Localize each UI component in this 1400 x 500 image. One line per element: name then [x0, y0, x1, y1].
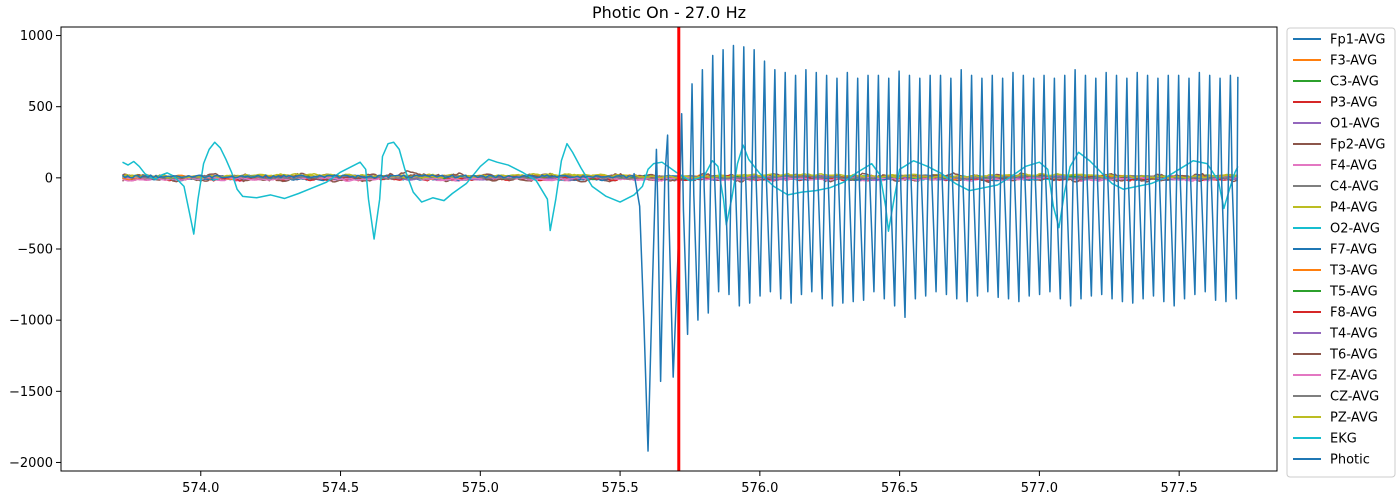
legend-label: T6-AVG: [1329, 348, 1378, 363]
legend-label: F4-AVG: [1330, 159, 1377, 174]
legend-label: F3-AVG: [1330, 54, 1377, 69]
legend-label: F8-AVG: [1330, 306, 1377, 321]
legend-entry: FZ-AVG: [1293, 369, 1378, 384]
legend-label: C3-AVG: [1330, 75, 1379, 90]
legend-box: [1286, 27, 1396, 478]
legend-entry: T3-AVG: [1293, 264, 1378, 279]
legend-entry: Fp2-AVG: [1293, 138, 1385, 153]
legend-label: O2-AVG: [1330, 222, 1380, 237]
legend-label: Photic: [1330, 453, 1370, 468]
legend-entry: EKG: [1293, 432, 1357, 447]
x-tick-label: 575.0: [462, 481, 499, 496]
legend-entry: F3-AVG: [1293, 54, 1377, 69]
legend-entry: F8-AVG: [1293, 306, 1377, 321]
y-axis: 1000 500 0 −500 −1000 −1500 −2000: [9, 29, 61, 471]
legend-entry: Photic: [1293, 453, 1370, 468]
legend-label: T5-AVG: [1329, 285, 1378, 300]
legend-entry: P4-AVG: [1293, 201, 1378, 216]
y-tick-label: −1000: [9, 314, 53, 329]
y-tick-label: −2000: [9, 456, 53, 471]
y-tick-label: 1000: [20, 29, 53, 44]
legend-entry: F4-AVG: [1293, 159, 1377, 174]
legend-label: C4-AVG: [1330, 180, 1379, 195]
legend-label: O1-AVG: [1330, 117, 1380, 132]
legend-label: P4-AVG: [1330, 201, 1378, 216]
legend-entry: PZ-AVG: [1293, 411, 1378, 426]
x-tick-label: 574.0: [182, 481, 219, 496]
x-tick-label: 577.0: [1021, 481, 1058, 496]
legend-label: T3-AVG: [1329, 264, 1378, 279]
legend-label: Fp2-AVG: [1330, 138, 1385, 153]
legend-entry: O1-AVG: [1293, 117, 1380, 132]
legend-entry: C4-AVG: [1293, 180, 1379, 195]
legend-label: F7-AVG: [1330, 243, 1377, 258]
chart-title: Photic On - 27.0 Hz: [592, 3, 746, 22]
legend-label: CZ-AVG: [1330, 390, 1379, 405]
y-tick-label: −500: [17, 243, 53, 258]
legend-label: T4-AVG: [1329, 327, 1378, 342]
legend-entry: C3-AVG: [1293, 75, 1379, 90]
legend: Fp1-AVG F3-AVG C3-AVG P3-AVG O1-AVG Fp2-AVG F4…: [1286, 27, 1396, 478]
legend-label: FZ-AVG: [1330, 369, 1378, 384]
series-line-photic: [121, 44, 1239, 452]
x-axis: 574.0 574.5 575.0 575.5 576.0 576.5 577.0 577.5: [182, 471, 1198, 496]
legend-entry: T6-AVG: [1293, 348, 1378, 363]
legend-entry: T5-AVG: [1293, 285, 1378, 300]
legend-entry: Fp1-AVG: [1293, 33, 1385, 48]
x-tick-label: 576.0: [741, 481, 778, 496]
legend-entry: F7-AVG: [1293, 243, 1377, 258]
legend-label: Fp1-AVG: [1330, 33, 1385, 48]
legend-entry: T4-AVG: [1293, 327, 1378, 342]
legend-label: EKG: [1330, 432, 1357, 447]
legend-entry: O2-AVG: [1293, 222, 1380, 237]
x-tick-label: 574.5: [322, 481, 359, 496]
legend-entry: P3-AVG: [1293, 96, 1378, 111]
legend-label: PZ-AVG: [1330, 411, 1378, 426]
y-tick-label: −1500: [9, 385, 53, 400]
y-tick-label: 500: [28, 100, 53, 115]
x-tick-label: 576.5: [881, 481, 918, 496]
legend-label: P3-AVG: [1330, 96, 1378, 111]
series-line-ekg: [122, 141, 1239, 240]
legend-entry: CZ-AVG: [1293, 390, 1379, 405]
x-tick-label: 577.5: [1161, 481, 1198, 496]
x-tick-label: 575.5: [601, 481, 638, 496]
y-tick-label: 0: [45, 171, 53, 186]
